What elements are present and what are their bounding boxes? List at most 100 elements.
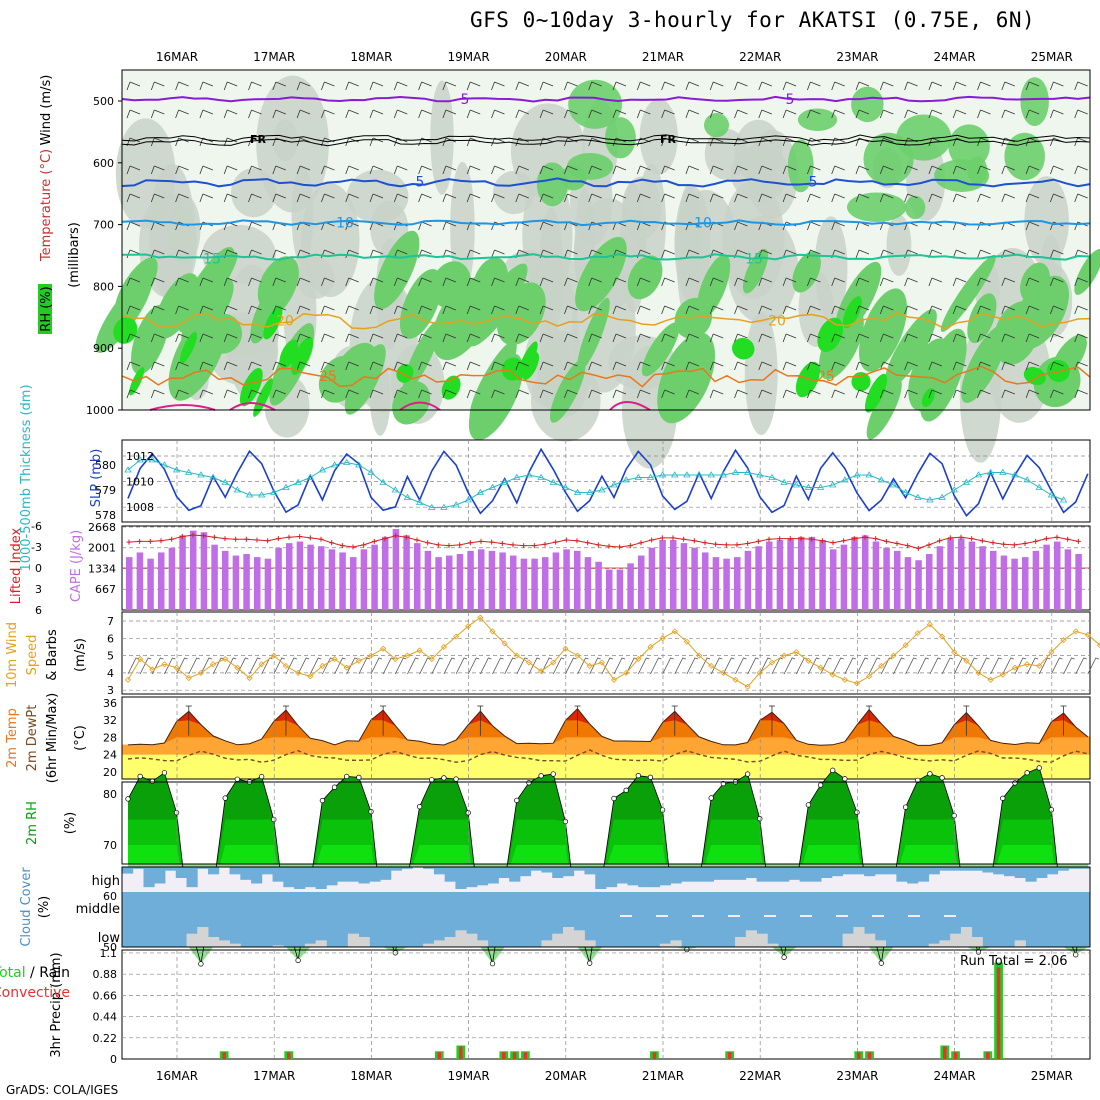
wind-barb (1050, 165, 1064, 175)
wind-barb (612, 193, 627, 203)
rh-high-blob (961, 325, 1008, 404)
high-cloud-cell (154, 867, 166, 884)
ylabel-precip-total: Total / Rain (0, 965, 70, 981)
wind-barb (272, 249, 286, 259)
cloud-row-label: low (98, 931, 121, 946)
wind-barb (491, 277, 505, 287)
wind-barb (296, 165, 311, 175)
wind-barb (1025, 333, 1040, 343)
y-tick-label: 700 (93, 219, 114, 232)
wind-barb (977, 81, 991, 91)
li-point (478, 538, 484, 544)
wind-barb (491, 165, 505, 175)
rh-point (623, 787, 629, 793)
high-cloud-cell (799, 867, 811, 882)
li-point (521, 543, 527, 549)
li-point (1054, 534, 1060, 540)
cape-bar (787, 538, 794, 610)
wind-barb (393, 277, 408, 287)
high-cloud-cell (939, 867, 951, 871)
cape-bar (446, 555, 453, 610)
wind-barb (564, 305, 578, 315)
rh-high-blob (1012, 275, 1069, 350)
wind-barb (175, 81, 189, 91)
wind-speed-point (756, 669, 763, 676)
thickness-point (974, 471, 983, 478)
cape-bar (819, 540, 826, 610)
cape-bar (382, 536, 389, 610)
wind-barb (199, 277, 214, 287)
wind-barb (1074, 165, 1088, 175)
thickness-point (901, 488, 910, 495)
wind-barb (491, 305, 505, 315)
low-cloud-cell (950, 933, 962, 947)
wind-barb (952, 277, 967, 287)
cape-bar (168, 547, 176, 610)
wind-speed-point (538, 668, 545, 675)
li-point (734, 542, 740, 548)
wind-barb (466, 249, 481, 259)
wind-barb (1001, 333, 1015, 343)
wind-barb (442, 81, 457, 91)
thickness-point (1047, 491, 1056, 498)
cape-bar (126, 557, 133, 610)
li-point (595, 542, 601, 548)
li-point (403, 534, 409, 540)
high-cloud-cell (197, 867, 209, 869)
wind-barb (807, 277, 821, 287)
high-cloud-cell (821, 867, 833, 878)
wind-barb (418, 221, 432, 231)
high-cloud-cell (713, 867, 725, 880)
wind-barb (831, 333, 845, 343)
cape-bar (840, 544, 848, 610)
precip-convective-bar (727, 1052, 732, 1059)
li-point (233, 536, 239, 542)
wind-barb (674, 657, 686, 675)
wind-barb (515, 193, 529, 203)
freezing-line (121, 138, 1091, 147)
wind-barb (150, 165, 165, 175)
low-cloud-cell (466, 933, 478, 947)
wind-speed-point (635, 655, 642, 663)
wind-barb (758, 249, 772, 259)
rh-high-blob (704, 113, 729, 138)
rh-point (331, 784, 338, 790)
li-point (1022, 541, 1028, 546)
wind-barb (369, 81, 384, 91)
rh-max-blob (817, 317, 844, 352)
rh-point (295, 957, 301, 964)
ylabel-wind-2: Speed (25, 635, 40, 676)
wind-barb (588, 277, 602, 287)
li-point (297, 534, 303, 539)
rh-max-blob (129, 367, 145, 396)
wind-barb (491, 389, 505, 399)
wind-barb (782, 165, 797, 175)
slp-tick-label: 1008 (126, 501, 154, 514)
low-cloud-cell (767, 943, 779, 947)
wind-barb (977, 333, 991, 343)
li-point (563, 537, 569, 543)
cape-bar (851, 536, 858, 610)
precip-convective-bar (523, 1052, 528, 1059)
li-point (926, 542, 932, 548)
wind-barb (516, 657, 528, 675)
wind-barb (855, 333, 870, 343)
thickness-point (780, 478, 788, 485)
wind-barb (588, 305, 602, 315)
rh-high-blob (787, 139, 814, 193)
li-point (542, 541, 548, 547)
ylabel-wind-units: (m/s) (73, 638, 88, 672)
bottom-date-label: 16MAR (156, 1069, 198, 1083)
high-gap (122, 889, 1090, 892)
high-cloud-cell (993, 867, 1005, 875)
wind-barb (564, 165, 578, 175)
thickness-point (1011, 471, 1019, 478)
wind-barb (419, 657, 431, 675)
rh-point (1024, 770, 1030, 776)
wind-barb (650, 657, 662, 675)
wind-speed-point (720, 669, 727, 676)
cape-bar (990, 550, 997, 610)
rh-point (526, 780, 532, 786)
low-cloud-cell (670, 940, 682, 947)
thickness-point (683, 471, 691, 478)
